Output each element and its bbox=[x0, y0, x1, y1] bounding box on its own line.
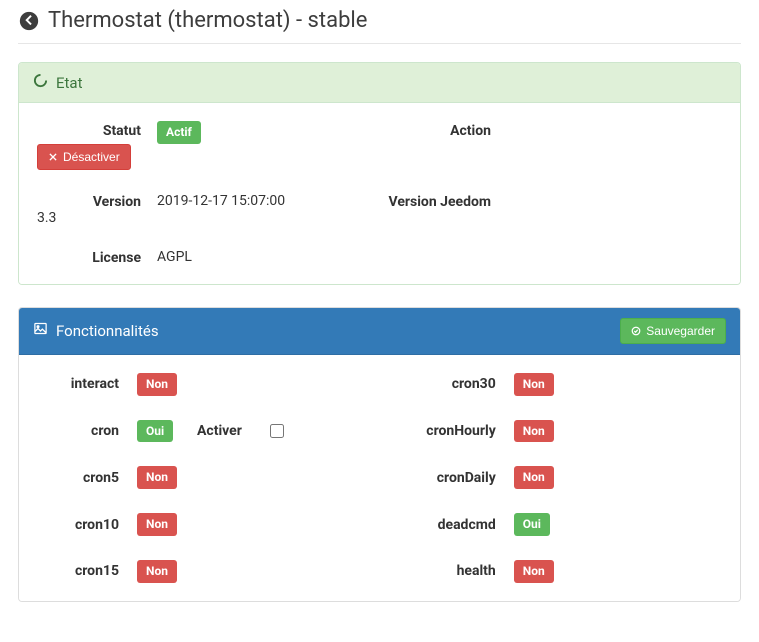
feature-label: cron30 bbox=[414, 376, 514, 392]
page-header: Thermostat (thermostat) - stable bbox=[18, 0, 741, 44]
activer-checkbox[interactable] bbox=[270, 424, 284, 438]
check-circle-icon bbox=[631, 326, 641, 336]
license-value: AGPL bbox=[157, 248, 387, 266]
panel-fonctionnalites: Fonctionnalités Sauvegarder interactNonc… bbox=[18, 307, 741, 602]
feature-status-badge: Oui bbox=[137, 420, 173, 443]
license-label: License bbox=[37, 248, 157, 266]
feature-status-badge: Non bbox=[137, 373, 177, 396]
action-label: Action bbox=[387, 121, 507, 144]
feature-row-interact: interactNon bbox=[37, 373, 414, 396]
feature-row-cronHourly: cronHourlyNon bbox=[414, 420, 722, 443]
version-jeedom-value: 3.3 bbox=[37, 210, 267, 226]
page-title: Thermostat (thermostat) - stable bbox=[48, 8, 367, 33]
feature-label: cronHourly bbox=[414, 423, 514, 439]
activer-label: Activer bbox=[187, 423, 270, 439]
feature-row-cronDaily: cronDailyNon bbox=[414, 466, 722, 489]
feature-status-badge: Oui bbox=[514, 513, 550, 536]
panel-fct-title: Fonctionnalités bbox=[56, 322, 159, 340]
feature-label: cron5 bbox=[37, 470, 137, 486]
feature-label: cron15 bbox=[37, 563, 137, 579]
feature-status-badge: Non bbox=[514, 560, 554, 583]
spinner-icon bbox=[33, 73, 48, 92]
feature-status-badge: Non bbox=[514, 373, 554, 396]
feature-label: deadcmd bbox=[414, 517, 514, 533]
panel-etat-heading: Etat bbox=[19, 63, 740, 103]
desactiver-button[interactable]: Désactiver bbox=[37, 144, 131, 170]
feature-status-badge: Non bbox=[514, 466, 554, 489]
feature-row-deadcmd: deadcmdOui bbox=[414, 513, 722, 536]
back-icon[interactable] bbox=[18, 10, 40, 32]
feature-row-cron10: cron10Non bbox=[37, 513, 414, 536]
feature-row-health: healthNon bbox=[414, 560, 722, 583]
panel-fct-heading: Fonctionnalités Sauvegarder bbox=[19, 308, 740, 355]
sauvegarder-button-label: Sauvegarder bbox=[646, 324, 715, 338]
desactiver-button-label: Désactiver bbox=[63, 150, 120, 164]
panel-etat-title: Etat bbox=[56, 74, 83, 92]
feature-label: interact bbox=[37, 376, 137, 392]
feature-row-cron30: cron30Non bbox=[414, 373, 722, 396]
version-value: 2019-12-17 15:07:00 bbox=[157, 192, 387, 210]
feature-status-badge: Non bbox=[137, 513, 177, 536]
panel-etat: Etat Statut Actif Action Désactiver Vers… bbox=[18, 62, 741, 285]
feature-status-badge: Non bbox=[137, 466, 177, 489]
feature-row-cron5: cron5Non bbox=[37, 466, 414, 489]
feature-label: health bbox=[414, 563, 514, 579]
feature-row-cron: cronOui Activer bbox=[37, 420, 414, 443]
statut-badge: Actif bbox=[157, 121, 201, 144]
feature-label: cron bbox=[37, 423, 137, 439]
statut-label: Statut bbox=[37, 121, 157, 144]
feature-row-cron15: cron15Non bbox=[37, 560, 414, 583]
feature-label: cronDaily bbox=[414, 470, 514, 486]
version-label: Version bbox=[37, 192, 157, 210]
sauvegarder-button[interactable]: Sauvegarder bbox=[620, 318, 726, 344]
feature-status-badge: Non bbox=[137, 560, 177, 583]
feature-status-badge: Non bbox=[514, 420, 554, 443]
close-icon bbox=[48, 152, 58, 162]
feature-label: cron10 bbox=[37, 517, 137, 533]
version-jeedom-label: Version Jeedom bbox=[387, 192, 507, 210]
picture-icon bbox=[33, 321, 48, 340]
